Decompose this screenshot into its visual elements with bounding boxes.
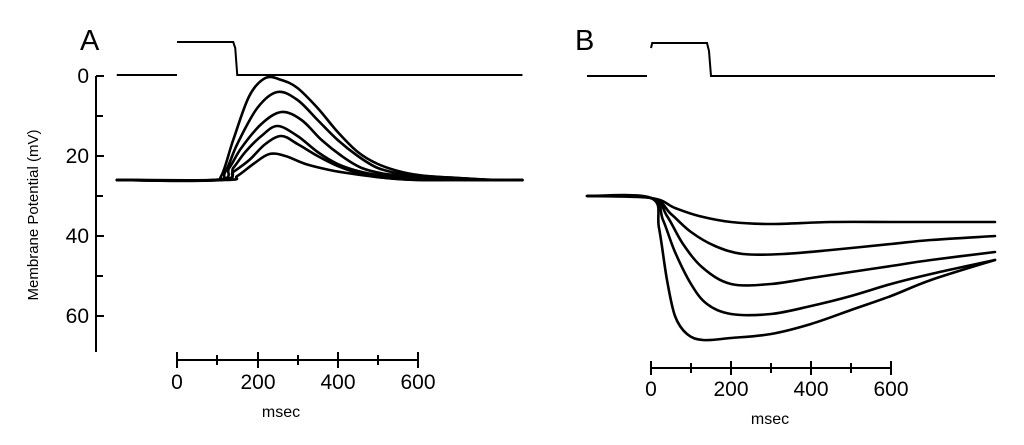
panel-b-stimulus-line — [587, 42, 995, 77]
panel-a-traces — [115, 75, 524, 183]
panel-b-x-ticks — [650, 361, 892, 375]
panel-a-letter: A — [80, 25, 100, 57]
panel-b-trace-2 — [585, 194, 997, 317]
panel-a-x-tick-label-0: 0 — [171, 371, 183, 394]
panel-b-stimulus-trace — [587, 42, 995, 77]
y-axis-label: Membrane Potential (mV) — [25, 130, 42, 301]
panel-b-x-tick-label-200: 200 — [713, 378, 748, 401]
panel-a-x-ticks — [176, 352, 419, 368]
panel-a-x-tick-label-600: 600 — [400, 371, 435, 394]
panel-b-trace-3 — [585, 194, 997, 287]
panel-b-x-tick-label-400: 400 — [793, 378, 828, 401]
panel-a-x-tick-label-200: 200 — [240, 371, 275, 394]
y-tick-label-0: 0 — [77, 65, 89, 88]
panel-a-trace-5 — [115, 134, 524, 182]
y-tick-label-20: 20 — [66, 145, 89, 168]
panel-a-trace-1 — [115, 75, 524, 182]
panel-a-x-axis-label: msec — [262, 404, 300, 421]
panel-a-trace-4 — [115, 124, 524, 183]
panel-b-trace-1 — [585, 193, 997, 342]
panel-b-letter: B — [575, 25, 594, 57]
panel-b-trace-5 — [585, 194, 997, 226]
panel-a-x-tick-label-400: 400 — [320, 371, 355, 394]
y-tick-label-60: 60 — [66, 305, 89, 328]
panel-a-trace-6 — [115, 152, 524, 182]
panel-a-stimulus-trace — [116, 41, 523, 76]
panel-b-x-axis-label: msec — [751, 411, 789, 428]
panel-b-x-tick-label-600: 600 — [873, 378, 908, 401]
panel-a-stimulus-line — [116, 41, 523, 76]
panel-b-traces — [585, 193, 997, 342]
panel-b-trace-4 — [585, 194, 997, 257]
y-tick-label-40: 40 — [66, 225, 89, 248]
panel-a-y-ticks — [96, 75, 104, 317]
panel-b-x-tick-label-0: 0 — [645, 378, 657, 401]
